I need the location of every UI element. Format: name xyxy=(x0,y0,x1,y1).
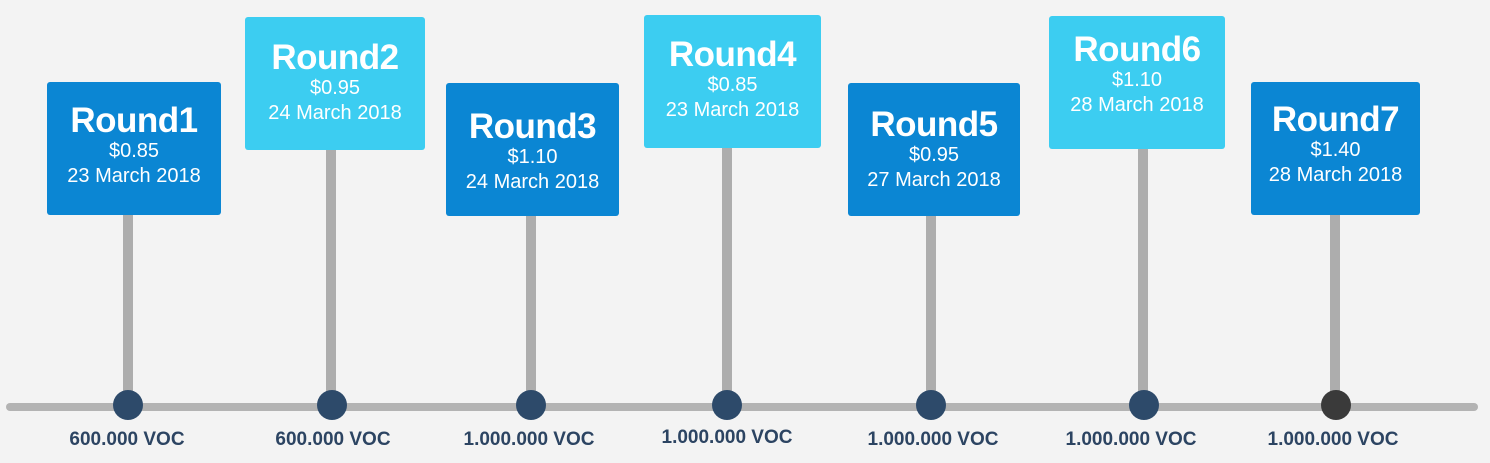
round-7-price: $1.40 xyxy=(1310,139,1361,161)
round-2-marker xyxy=(317,390,347,420)
round-4-pole xyxy=(722,145,732,405)
round-2-card: Round2 $0.95 24 March 2018 xyxy=(245,17,425,150)
round-6-pole xyxy=(1138,145,1148,405)
round-6-date: 28 March 2018 xyxy=(1070,94,1204,116)
round-7-amount: 1.000.000 VOC xyxy=(1267,429,1399,450)
round-2-price: $0.95 xyxy=(309,77,361,99)
round-6-title: Round6 xyxy=(1073,30,1201,69)
round-1-date: 23 March 2018 xyxy=(67,165,201,187)
round-3-title: Round3 xyxy=(468,107,597,146)
round-6-price: $1.10 xyxy=(1111,69,1163,91)
round-1-title: Round1 xyxy=(70,101,198,140)
round-5-card: Round5 $0.95 27 March 2018 xyxy=(848,83,1020,216)
round-7-date: 28 March 2018 xyxy=(1268,164,1403,186)
round-1-card: Round1 $0.85 23 March 2018 xyxy=(47,82,221,215)
round-3-date: 24 March 2018 xyxy=(465,171,600,193)
round-5-title: Round5 xyxy=(870,105,998,144)
round-6-marker xyxy=(1129,390,1159,420)
round-4-amount: 1.000.000 VOC xyxy=(661,427,793,448)
round-4-date: 23 March 2018 xyxy=(665,99,800,121)
timeline-axis xyxy=(6,403,1478,411)
round-1-price: $0.85 xyxy=(108,140,160,162)
round-7-pole xyxy=(1330,210,1340,405)
round-5-marker xyxy=(916,390,946,420)
round-5-amount: 1.000.000 VOC xyxy=(867,429,999,450)
round-6-card: Round6 $1.10 28 March 2018 xyxy=(1049,16,1225,149)
round-4-title: Round4 xyxy=(668,35,797,74)
round-4-card: Round4 $0.85 23 March 2018 xyxy=(644,15,821,148)
round-3-marker xyxy=(516,390,546,420)
round-3-price: $1.10 xyxy=(507,146,558,168)
round-5-date: 27 March 2018 xyxy=(867,169,1001,191)
round-7-card: Round7 $1.40 28 March 2018 xyxy=(1251,82,1420,215)
round-2-date: 24 March 2018 xyxy=(268,102,402,124)
round-2-title: Round2 xyxy=(271,38,399,77)
round-2-amount: 600.000 VOC xyxy=(275,429,391,450)
round-4-marker xyxy=(712,390,742,420)
round-3-amount: 1.000.000 VOC xyxy=(463,429,595,450)
round-3-card: Round3 $1.10 24 March 2018 xyxy=(446,83,619,216)
round-5-pole xyxy=(926,210,936,405)
round-1-amount: 600.000 VOC xyxy=(69,429,185,450)
round-6-amount: 1.000.000 VOC xyxy=(1065,429,1197,450)
round-3-pole xyxy=(526,210,536,405)
round-5-price: $0.95 xyxy=(908,144,960,166)
round-7-marker xyxy=(1321,390,1351,420)
round-4-price: $0.85 xyxy=(707,74,758,96)
round-1-pole xyxy=(123,210,133,405)
round-2-pole xyxy=(326,145,336,405)
round-7-title: Round7 xyxy=(1271,100,1400,139)
round-1-marker xyxy=(113,390,143,420)
